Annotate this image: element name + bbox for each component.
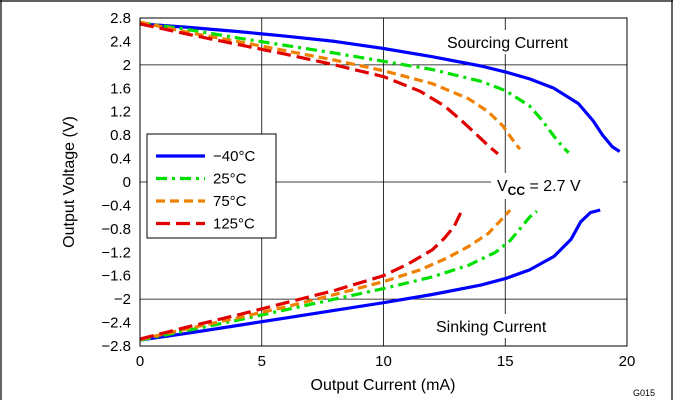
sourcing-current-label: Sourcing Current bbox=[447, 35, 569, 52]
vcc-sub: CC bbox=[508, 184, 526, 198]
y-tick-label: 0.8 bbox=[110, 127, 131, 144]
y-tick-label: −2.4 bbox=[101, 315, 131, 332]
y-axis-title: Output Voltage (V) bbox=[61, 116, 78, 248]
y-tick-label: −0.4 bbox=[101, 197, 131, 214]
vcc-label: VCC = 2.7 V bbox=[497, 178, 581, 198]
y-tick-label: −1.2 bbox=[101, 244, 131, 261]
y-tick-label: −0.8 bbox=[101, 221, 131, 238]
tick-labels: 0 5 10 15 20 2.8 2.4 2 1.6 1.2 0.8 0.4 0 −0.4 −0.8 −1.2… bbox=[101, 10, 635, 370]
x-tick-label: 0 bbox=[136, 353, 144, 370]
legend-label: 75°C bbox=[213, 193, 247, 210]
x-axis-title: Output Current (mA) bbox=[311, 377, 456, 394]
y-tick-label: 1.2 bbox=[110, 104, 131, 121]
series-line-4-sinking bbox=[139, 210, 463, 341]
series-line-2-sourcing bbox=[139, 21, 570, 154]
legend: −40°C 25°C 75°C 125°C bbox=[146, 133, 277, 239]
y-tick-label: −2.8 bbox=[101, 338, 131, 355]
legend-items: −40°C 25°C 75°C 125°C bbox=[156, 148, 255, 233]
figure-code: G015 bbox=[633, 388, 655, 398]
vcc-value: = 2.7 V bbox=[525, 178, 581, 195]
legend-label: 125°C bbox=[213, 216, 255, 233]
y-tick-label: 2.8 bbox=[110, 10, 131, 27]
y-tick-label: 2 bbox=[123, 57, 131, 74]
series-line-1-sourcing bbox=[139, 22, 621, 153]
vcc-v: V bbox=[497, 178, 508, 195]
x-tick-label: 5 bbox=[258, 353, 266, 370]
series-line-4-sourcing bbox=[139, 22, 499, 156]
x-tick-label: 10 bbox=[375, 353, 392, 370]
x-tick-label: 15 bbox=[497, 353, 514, 370]
series-line-3-sinking bbox=[139, 209, 512, 342]
y-tick-label: 2.4 bbox=[110, 33, 131, 50]
y-tick-label: −2 bbox=[114, 291, 131, 308]
plot-area-frame bbox=[139, 17, 628, 347]
x-tick-label: 20 bbox=[619, 353, 636, 370]
vcc-label-bg bbox=[491, 173, 623, 199]
y-tick-label: 1.6 bbox=[110, 80, 131, 97]
legend-box bbox=[146, 133, 277, 239]
series-line-2-sinking bbox=[139, 210, 538, 342]
series-line-3-sourcing bbox=[139, 20, 522, 151]
series-curves bbox=[139, 20, 621, 342]
sourcing-label-bg bbox=[440, 30, 592, 54]
sinking-label-bg bbox=[431, 314, 581, 338]
series-line-1-sinking bbox=[139, 208, 601, 342]
y-tick-label: 0.4 bbox=[110, 151, 131, 168]
y-tick-label: −1.6 bbox=[101, 268, 131, 285]
legend-label: −40°C bbox=[213, 148, 255, 165]
sinking-current-label: Sinking Current bbox=[436, 319, 547, 336]
legend-label: 25°C bbox=[213, 171, 247, 188]
y-tick-label: 0 bbox=[123, 174, 131, 191]
